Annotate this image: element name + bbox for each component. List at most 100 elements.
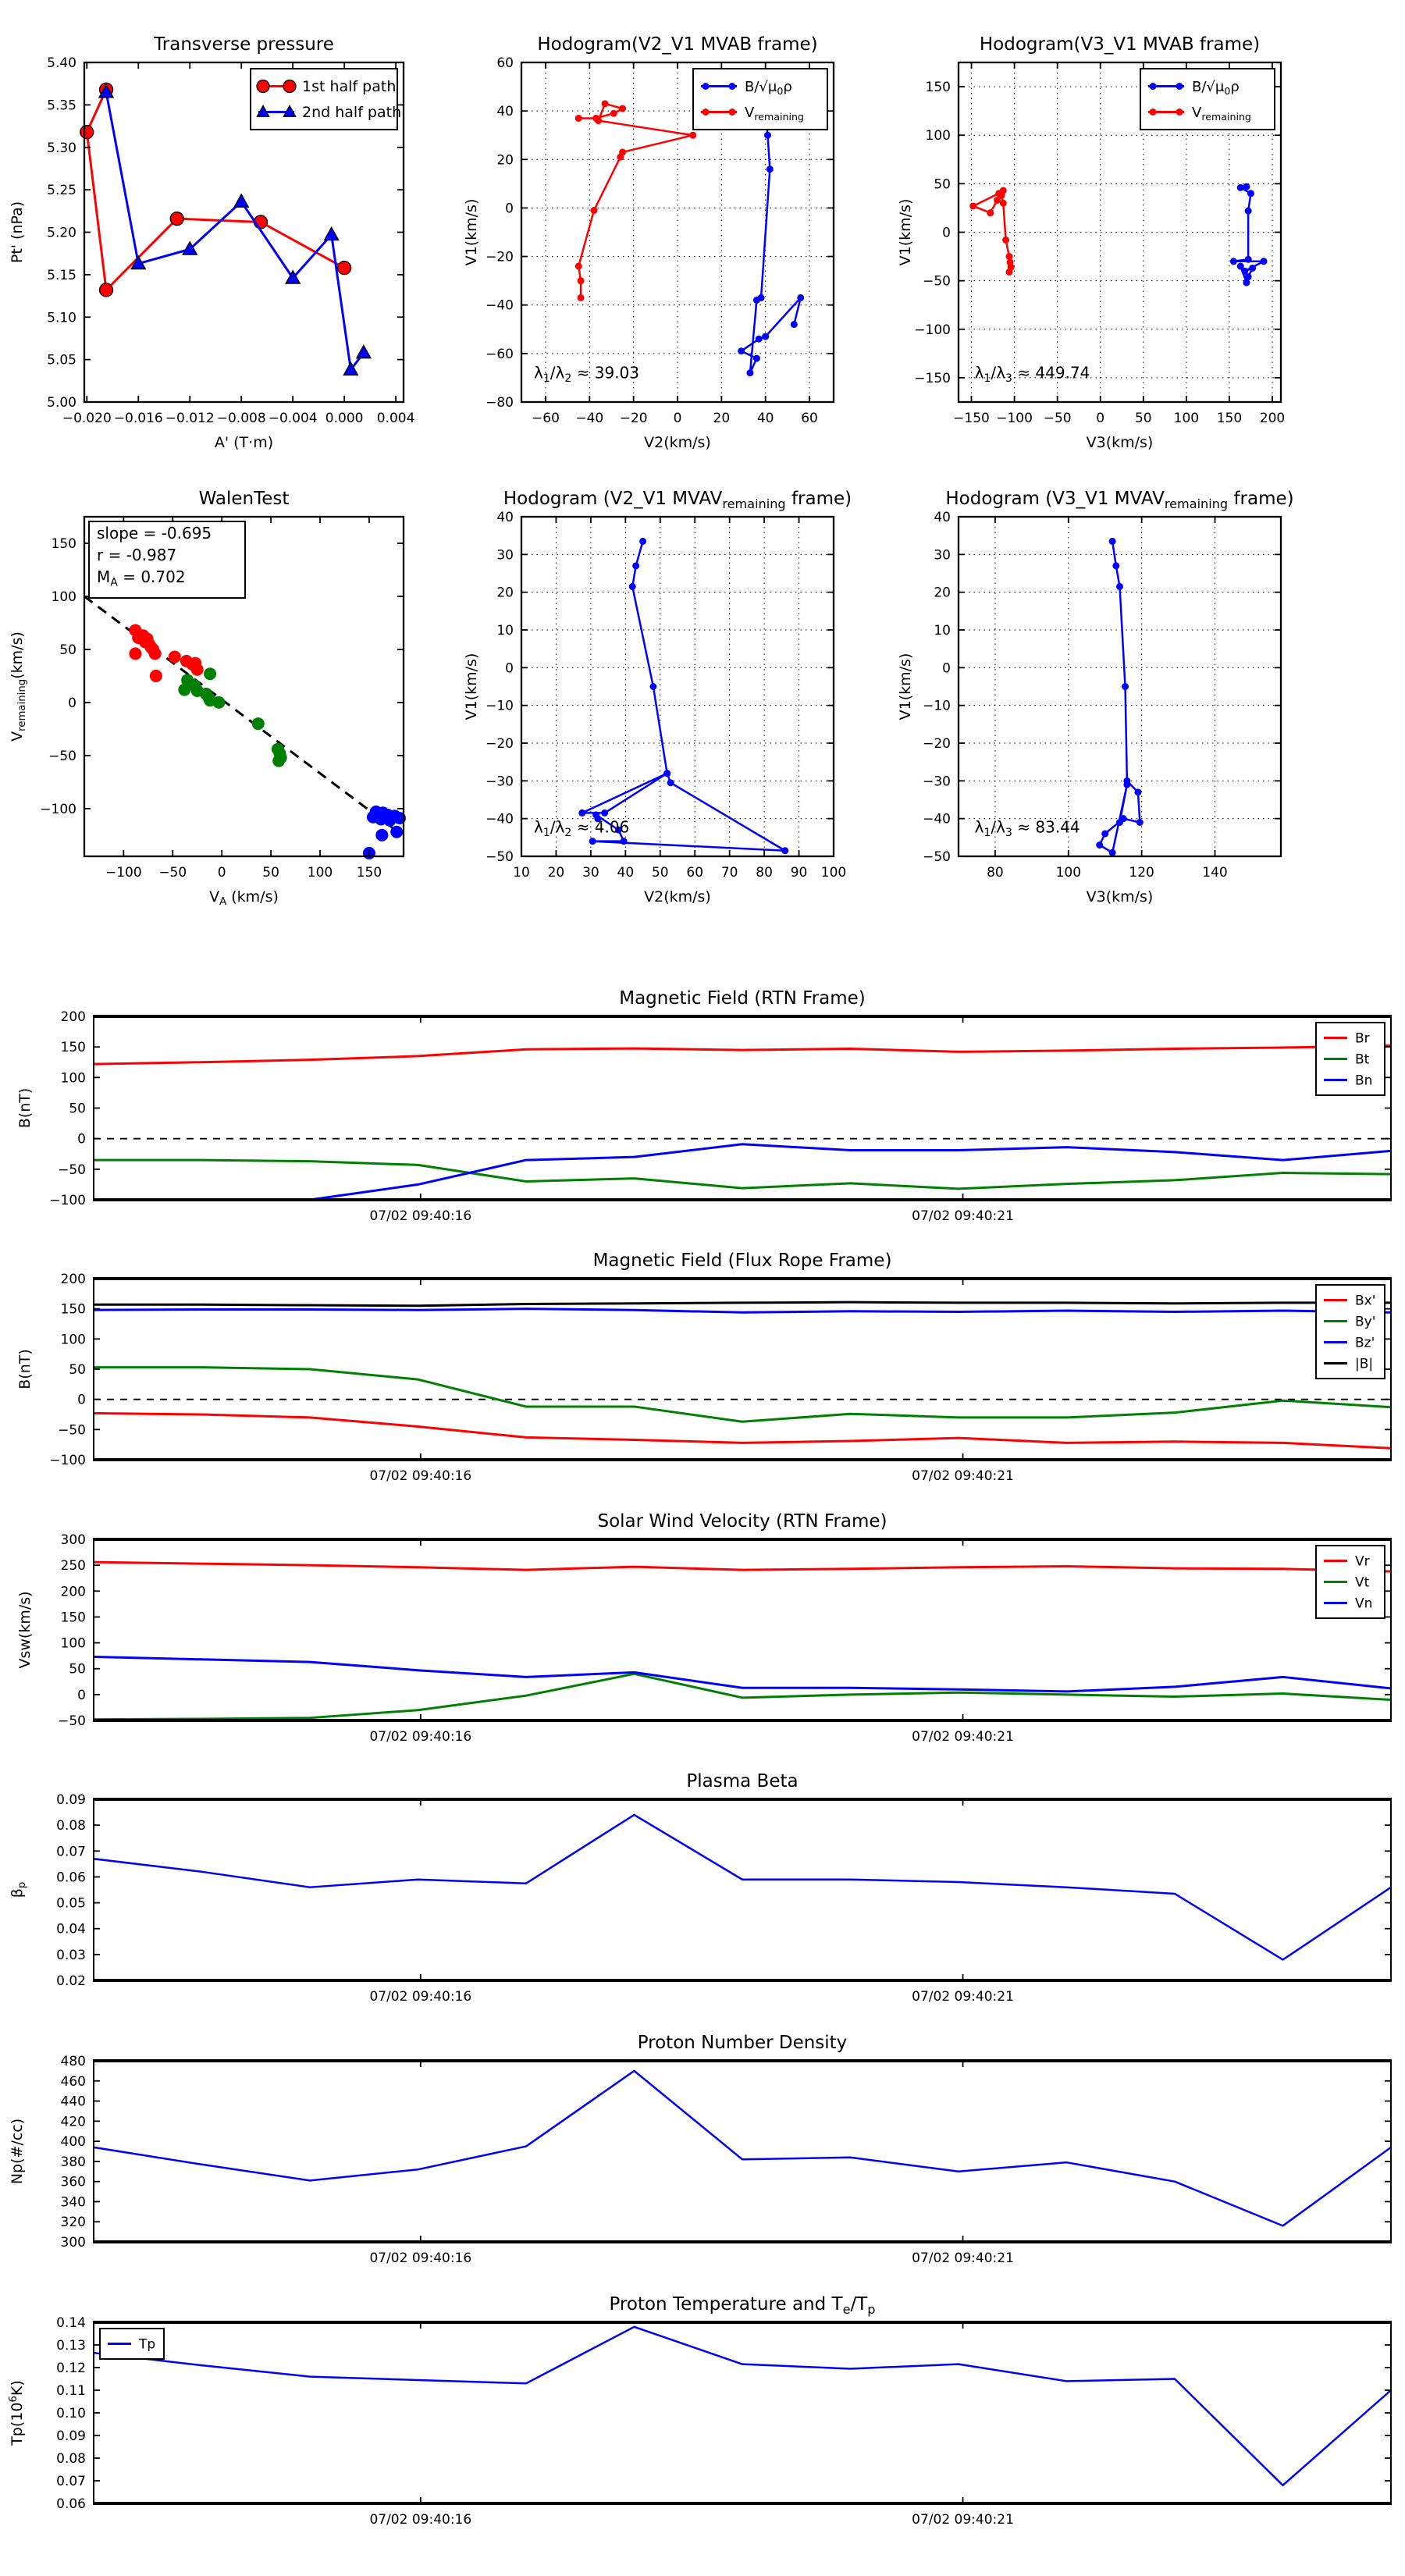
svg-text:50: 50: [69, 1662, 86, 1678]
svg-text:100: 100: [308, 865, 333, 881]
svg-text:150: 150: [61, 1610, 86, 1625]
series-2nd half path: [105, 91, 365, 372]
svg-text:−40: −40: [575, 411, 603, 426]
svg-text:100: 100: [1056, 865, 1081, 881]
svg-text:−150: −150: [953, 411, 990, 426]
annotation: λ1/λ3 ≈ 83.44: [975, 818, 1080, 839]
svg-text:200: 200: [1260, 411, 1285, 426]
svg-text:−0.004: −0.004: [269, 411, 318, 426]
x-axis-label: A' (T·m): [215, 434, 273, 451]
svg-text:MA = 0.702: MA = 0.702: [97, 568, 186, 589]
x-axis-label: V3(km/s): [1087, 434, 1154, 451]
annotation: λ1/λ3 ≈ 449.74: [975, 364, 1090, 385]
series-|B|: [94, 1300, 1391, 1308]
plot-hodogram-v2v1-mvab: −60 −40 −20 0 20 40 60 −80 −60 −40 −20 0 20 40 60 Hodog…: [463, 34, 835, 451]
svg-text:07/02 09:40:21: 07/02 09:40:21: [912, 1729, 1014, 1745]
series-Bn: [94, 1143, 1392, 1201]
svg-text:150: 150: [1217, 411, 1242, 426]
svg-text:200: 200: [61, 1584, 86, 1599]
svg-text:2nd half path: 2nd half path: [302, 104, 401, 121]
solar-wind-velocity-rtn-svg: 07/02 09:40:16 07/02 09:40:21 −50 0 50 100 150…: [16, 1511, 1392, 1745]
svg-text:−40: −40: [486, 812, 514, 827]
svg-text:−80: −80: [486, 395, 514, 411]
series-Br: [93, 1044, 1392, 1066]
chart-title: Hodogram(V2_V1 MVAB frame): [537, 34, 817, 55]
svg-text:0.000: 0.000: [325, 411, 364, 426]
svg-text:340: 340: [61, 2194, 86, 2210]
svg-text:150: 150: [61, 1040, 86, 1055]
svg-text:20: 20: [548, 865, 565, 881]
series-By': [94, 1366, 1392, 1423]
svg-text:0.08: 0.08: [56, 2451, 86, 2467]
svg-text:Vr: Vr: [1355, 1553, 1370, 1569]
plot-hodogram-v3v1-mvav: 80 100 120 140 −50 −40 −30 −20 −10 0 10 20 30 40 Hodog…: [897, 489, 1294, 906]
legend: Bx' By' Bz' |B|: [1315, 1284, 1385, 1379]
x-axis-label: VA (km/s): [209, 888, 279, 908]
walen-test-svg: −100 −50 0 50 100 150 −100 −50 0 50 100 150 WalenTes…: [9, 489, 406, 908]
svg-text:5.05: 5.05: [47, 353, 76, 368]
plot-plasma-beta: 07/02 09:40:16 07/02 09:40:21 0.02 0.03 0.04…: [9, 1771, 1392, 2005]
svg-text:−20: −20: [923, 736, 951, 752]
chart-title: Magnetic Field (RTN Frame): [619, 988, 866, 1009]
svg-text:−50: −50: [158, 865, 187, 881]
svg-text:100: 100: [821, 865, 846, 881]
svg-text:50: 50: [262, 865, 279, 881]
scatter-first-half-points: [129, 624, 204, 682]
series-Vt: [93, 1672, 1392, 1721]
svg-text:140: 140: [1202, 865, 1227, 881]
svg-text:07/02 09:40:21: 07/02 09:40:21: [912, 1989, 1014, 2005]
series-Tp: [93, 2325, 1392, 2487]
svg-text:slope = -0.695: slope = -0.695: [97, 524, 212, 543]
svg-text:−50: −50: [923, 849, 951, 865]
svg-text:07/02 09:40:21: 07/02 09:40:21: [912, 1468, 1014, 1484]
plot-solar-wind-velocity: 07/02 09:40:16 07/02 09:40:21 −50 0 50 100 150…: [16, 1511, 1392, 1745]
svg-text:0.12: 0.12: [56, 2361, 86, 2376]
svg-text:07/02 09:40:16: 07/02 09:40:16: [369, 1989, 471, 2005]
svg-text:Br: Br: [1355, 1030, 1370, 1046]
svg-text:−10: −10: [923, 699, 951, 714]
chart-title: Solar Wind Velocity (RTN Frame): [597, 1511, 887, 1532]
svg-text:50: 50: [59, 642, 76, 658]
svg-text:5.35: 5.35: [47, 98, 76, 113]
chart-title: Transverse pressure: [153, 34, 334, 55]
annotation: λ1/λ2 ≈ 39.03: [534, 364, 639, 385]
svg-text:320: 320: [61, 2215, 86, 2230]
svg-text:300: 300: [61, 2235, 86, 2250]
svg-text:5.15: 5.15: [47, 268, 76, 283]
svg-text:0.13: 0.13: [56, 2338, 86, 2354]
svg-text:100: 100: [1174, 411, 1199, 426]
svg-text:0.03: 0.03: [56, 1948, 86, 1963]
y-axis-label: V1(km/s): [897, 199, 914, 266]
svg-text:−100: −100: [996, 411, 1033, 426]
chart-title: Magnetic Field (Flux Rope Frame): [593, 1251, 892, 1271]
hodogram-v3v1-mvab-svg: −150 −100 −50 0 50 100 150 200 −150 −100 −50 0 50 100…: [897, 34, 1285, 451]
svg-text:5.25: 5.25: [47, 183, 76, 198]
svg-text:380: 380: [61, 2154, 86, 2170]
magnetic-field-flux-rope-svg: 07/02 09:40:16 07/02 09:40:21 −100 −50 0 50 10…: [16, 1251, 1392, 1484]
svg-text:0.004: 0.004: [377, 411, 415, 426]
series-walen-fit-line: [84, 595, 403, 836]
plot-hodogram-v3v1-mvab: −150 −100 −50 0 50 100 150 200 −150 −100 −50 0 50 100…: [897, 34, 1285, 451]
chart-title: Hodogram (V2_V1 MVAVremaining frame): [503, 489, 852, 511]
svg-text:100: 100: [61, 1332, 86, 1347]
svg-text:250: 250: [61, 1558, 86, 1574]
plot-transverse-pressure: −0.020 −0.016 −0.012 −0.008 −0.004 0.000 0.004…: [9, 34, 414, 451]
svg-text:50: 50: [652, 865, 669, 881]
svg-text:400: 400: [61, 2134, 86, 2150]
svg-text:70: 70: [721, 865, 738, 881]
svg-text:60: 60: [496, 55, 514, 71]
svg-text:0: 0: [505, 201, 514, 216]
svg-text:−40: −40: [486, 298, 514, 314]
y-axis-label: Pt' (nPa): [9, 201, 26, 263]
svg-text:−50: −50: [58, 1422, 86, 1438]
svg-text:50: 50: [69, 1362, 86, 1378]
chart-title: Hodogram(V3_V1 MVAB frame): [980, 34, 1260, 55]
svg-text:60: 60: [686, 865, 703, 881]
svg-text:−50: −50: [1044, 411, 1072, 426]
svg-text:0.06: 0.06: [56, 2496, 86, 2512]
svg-text:07/02 09:40:21: 07/02 09:40:21: [912, 2512, 1014, 2528]
y-axis-label: B(nT): [16, 1349, 34, 1389]
y-axis-label: V1(km/s): [897, 653, 914, 720]
annotation: λ1/λ2 ≈ 4.06: [534, 818, 629, 839]
